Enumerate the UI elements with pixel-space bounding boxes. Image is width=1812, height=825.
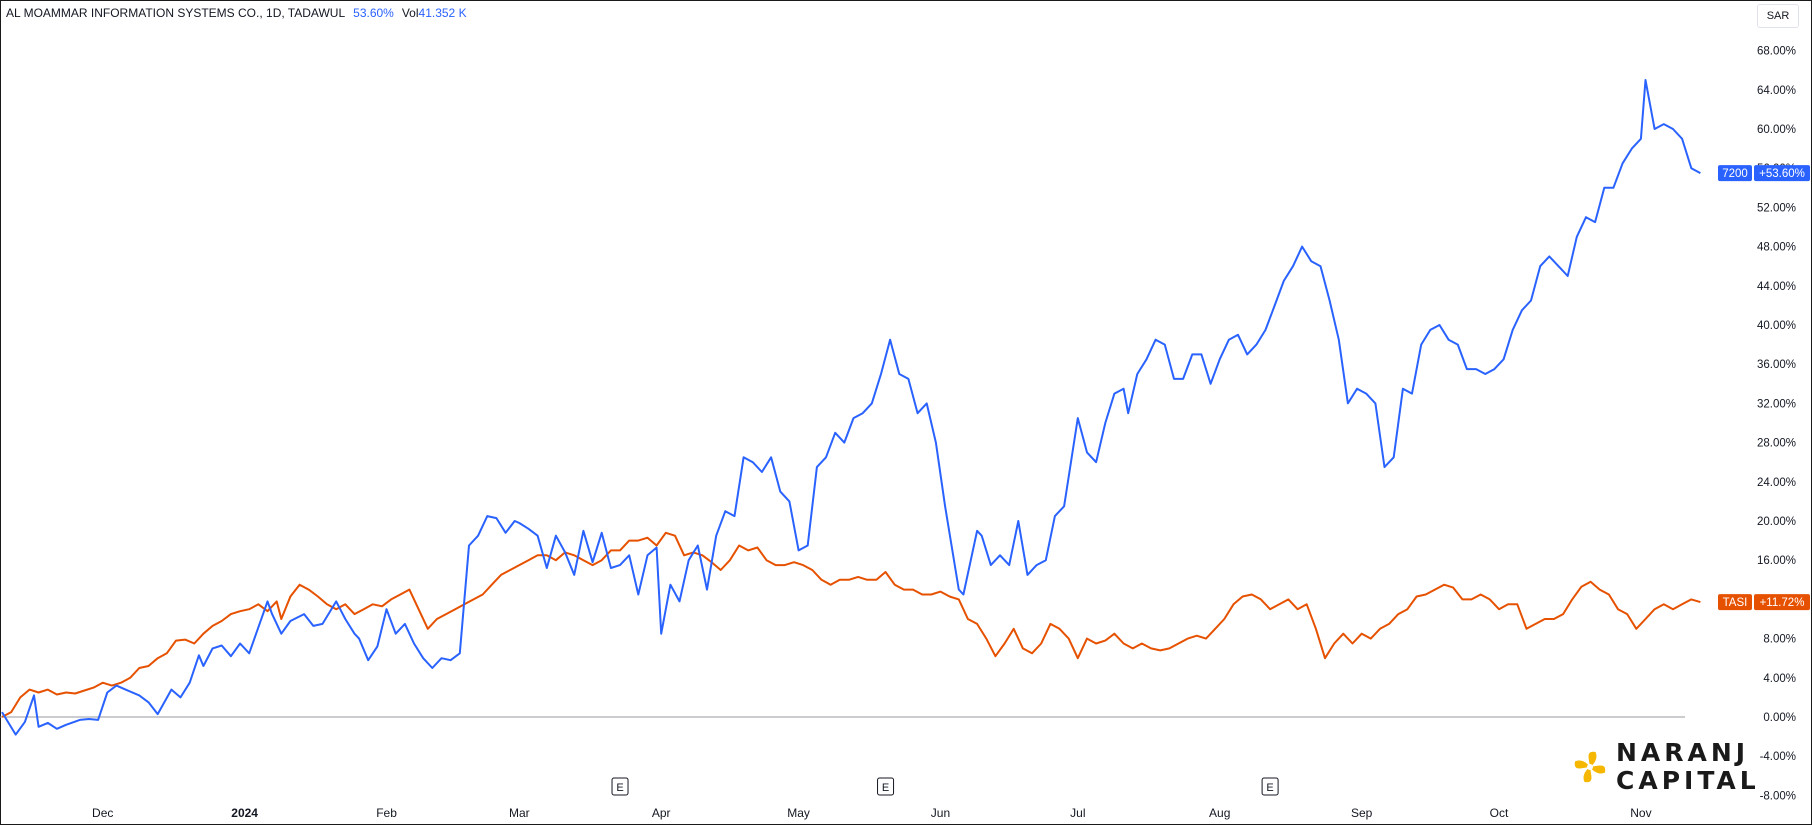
series-last-value-label: +53.60%	[1759, 168, 1805, 180]
series-name-label: 7200	[1722, 168, 1748, 180]
y-tick-label: -8.00%	[1760, 790, 1796, 802]
y-tick-label: 8.00%	[1763, 634, 1796, 646]
earnings-marker-label: E	[616, 782, 623, 794]
x-tick-label: Jul	[1070, 806, 1085, 820]
y-tick-label: 68.00%	[1757, 46, 1796, 58]
change-value: 53.60%	[353, 6, 394, 20]
symbol-title[interactable]: AL MOAMMAR INFORMATION SYSTEMS CO., 1D, …	[6, 6, 346, 20]
x-tick-label: Jun	[931, 806, 950, 820]
earnings-marker[interactable]: E	[877, 777, 895, 796]
y-tick-label: 60.00%	[1757, 124, 1796, 136]
x-tick-label: Apr	[652, 806, 671, 820]
y-tick-label: 16.00%	[1757, 555, 1796, 567]
volume-label: Vol	[401, 6, 419, 20]
logo-text-line2: CAPITAL	[1616, 766, 1760, 795]
x-tick-label: 2024	[231, 806, 258, 820]
y-tick-label: 32.00%	[1757, 398, 1796, 410]
y-tick-label: 40.00%	[1757, 320, 1796, 332]
earnings-marker[interactable]: E	[1261, 777, 1279, 796]
y-tick-label: 24.00%	[1757, 477, 1796, 489]
earnings-marker-label: E	[1266, 782, 1273, 794]
x-tick-label: Sep	[1351, 806, 1373, 820]
x-tick-label: May	[787, 806, 810, 820]
x-tick-label: Aug	[1209, 806, 1230, 820]
x-tick-label: Oct	[1490, 806, 1509, 820]
chart-legend: AL MOAMMAR INFORMATION SYSTEMS CO., 1D, …	[6, 6, 467, 20]
y-tick-label: 36.00%	[1757, 359, 1796, 371]
volume-value: 41.352 K	[418, 6, 467, 20]
x-tick-label: Dec	[92, 806, 113, 820]
y-tick-label: 20.00%	[1757, 516, 1796, 528]
last-value-tag-7200: 7200 +53.60%	[1718, 165, 1810, 182]
earnings-marker[interactable]: E	[611, 777, 629, 796]
y-tick-label: -4.00%	[1760, 751, 1796, 763]
logo-text-line1: NARANJ	[1616, 738, 1750, 767]
currency-button[interactable]: SAR	[1757, 4, 1799, 28]
series-name-label: TASI	[1723, 597, 1748, 609]
series-last-value-label: +11.72%	[1760, 597, 1805, 609]
y-tick-label: 52.00%	[1757, 202, 1796, 214]
orange-slice-icon	[1574, 751, 1606, 783]
y-tick-label: 0.00%	[1763, 712, 1796, 724]
y-tick-label: 48.00%	[1757, 242, 1796, 254]
y-tick-label: 28.00%	[1757, 438, 1796, 450]
x-tick-label: Nov	[1630, 806, 1651, 820]
y-tick-label: 44.00%	[1757, 281, 1796, 293]
x-tick-label: Feb	[376, 806, 397, 820]
series-line-tasi[interactable]	[1, 531, 1701, 718]
y-tick-label: 4.00%	[1763, 673, 1796, 685]
naranj-capital-logo: NARANJ CAPITAL	[1570, 738, 1760, 796]
earnings-marker-label: E	[882, 782, 889, 794]
y-tick-label: 64.00%	[1757, 85, 1796, 97]
x-tick-label: Mar	[509, 806, 530, 820]
series-line-7200[interactable]	[1, 79, 1701, 736]
last-value-tag-tasi: TASI +11.72%	[1718, 594, 1810, 611]
